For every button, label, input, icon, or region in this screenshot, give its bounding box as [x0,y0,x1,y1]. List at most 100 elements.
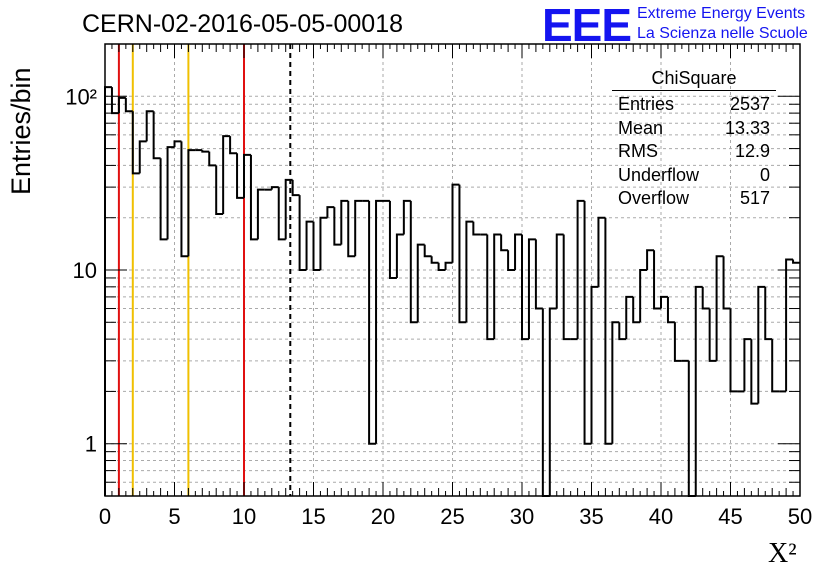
eee-logo: EEE [542,0,632,51]
histogram-bin [486,234,495,341]
histogram-bin [409,200,418,324]
y-axis-label: Entries/bin [6,67,36,195]
histogram-bin [430,256,439,264]
histogram-bin [152,111,161,160]
stats-label: Underflow [618,164,700,185]
stats-row-overflow: Overflow 517 [612,187,776,211]
x-tick-label: 10 [232,504,256,529]
histogram-bin [764,286,773,341]
histogram-bin [590,285,599,444]
histogram-bin [249,154,258,241]
histogram-bin [124,97,133,113]
axes: 0 5 10 15 20 25 30 35 40 45 50 1 10 10² [65,43,812,529]
histogram-bin [110,87,119,115]
histogram-bin [521,234,529,341]
histogram-bin [173,140,182,148]
histogram-bin [145,110,154,142]
x-tick-label: 40 [649,504,673,529]
histogram-bin [117,96,126,114]
histogram-bin [138,140,147,174]
x-axis-label: X² [768,538,797,569]
histogram-bin [270,186,279,190]
stats-title: ChiSquare [612,68,776,91]
stats-row-entries: Entries 2537 [612,93,776,117]
histogram-bin [743,338,752,392]
histogram-bin [493,233,502,340]
histogram-bin [451,183,460,263]
histogram-bin [660,295,668,309]
histogram-bin [201,150,210,153]
histogram-bin [472,221,481,236]
stats-value: 0 [759,164,770,185]
histogram-bin [576,199,585,340]
histogram-bin [437,262,446,271]
y-tick-label: 10² [65,84,97,109]
chart-title: CERN-02-2016-05-05-00018 [82,10,404,38]
histogram-bin [562,234,571,341]
histogram-bin [354,199,363,257]
histogram-bin [305,220,314,270]
histogram-bin [687,360,696,497]
histogram-bin [500,234,509,252]
histogram-bin [625,295,634,340]
histogram-bin [632,296,641,324]
histogram-bin [284,178,293,240]
histogram-bin [708,308,717,362]
histogram-bin [639,269,648,323]
histogram-bin [694,285,703,496]
histogram-bin [298,195,307,271]
histogram-bin [757,285,766,404]
histogram-bin [347,200,356,258]
histogram-bin [326,206,335,218]
histogram-bin [541,308,550,497]
histogram-bin [402,199,411,235]
histogram-bin [611,321,620,444]
histogram-bin [514,233,522,270]
stats-row-rms: RMS 12.9 [612,140,776,164]
histogram-bin [375,199,383,444]
marker-lines [117,44,292,496]
histogram-bin [319,216,328,270]
histogram-bin [180,141,189,258]
histogram-bin [166,146,175,240]
x-tick-label: 45 [718,504,742,529]
histogram-bin [792,259,800,264]
x-tick-label: 35 [579,504,603,529]
histogram-bin [395,233,404,278]
histogram-bin [729,308,738,393]
histogram-bin [458,184,467,324]
stats-box: ChiSquare Entries 2537 Mean 13.33 RMS 12… [612,68,776,211]
histogram-bin [256,188,265,240]
histogram-bin [423,244,432,258]
y-tick-label: 1 [85,432,97,457]
histogram-bin [646,249,655,270]
histogram-bin [340,199,349,245]
x-tick-label: 25 [440,504,464,529]
histogram-bin [715,255,724,361]
x-tick-label: 30 [510,504,534,529]
stats-label: Entries [618,94,675,114]
histogram-bin [548,307,557,496]
histogram-bin [243,153,251,198]
histogram-bin [131,111,140,175]
stats-value: 2537 [729,94,770,114]
histogram-bin [583,200,592,445]
histogram-bin [444,261,453,270]
x-tick-label: 50 [788,504,812,529]
stats-row-underflow: Underflow 0 [612,164,776,188]
histogram-bin [368,200,377,445]
histogram-bin [701,286,710,310]
histogram-bin [333,207,342,246]
x-tick-label: 15 [301,504,325,529]
histogram-bin [534,239,543,310]
histogram-bin [653,250,661,310]
histogram-bin [527,238,536,340]
stats-value: 13.33 [724,117,770,138]
stats-label: Overflow [618,188,690,208]
histogram-bin [785,258,794,392]
histogram-bin [722,256,731,310]
histogram-bin [618,322,627,341]
histogram-bin [388,200,397,279]
y-tick-label: 10 [73,258,97,283]
